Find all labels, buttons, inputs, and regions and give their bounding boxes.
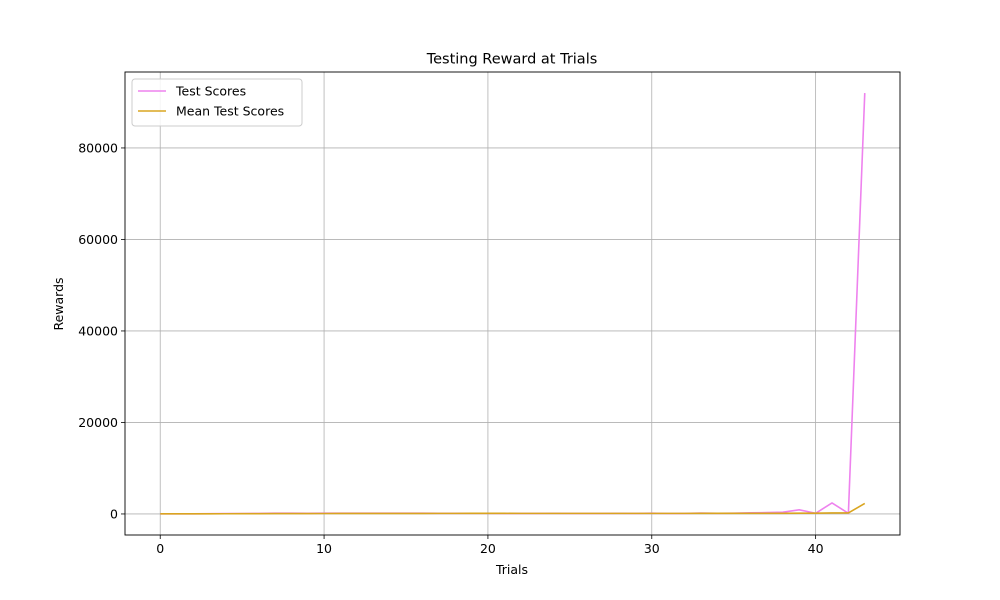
y-axis-label: Rewards [51,277,66,330]
mean-test-scores-line [160,502,866,515]
legend-box [131,78,303,127]
series-layer [160,93,866,515]
test-scores-line [160,93,866,515]
y-tick-label: 80000 [78,140,118,155]
x-tick-label: 30 [644,541,660,556]
grid-lines [125,72,900,535]
x-tick-label: 10 [316,541,332,556]
y-tick-label: 40000 [78,323,118,338]
x-tick-label: 40 [808,541,824,556]
legend-label-test-scores: Test Scores [175,84,246,99]
y-tick-label: 60000 [78,232,118,247]
legend-label-mean-test-scores: Mean Test Scores [176,104,284,119]
plot-area-frame [124,71,901,536]
legend: Test Scores Mean Test Scores [131,78,303,127]
y-tick-label: 0 [110,506,118,521]
axis-ticks: 0 10 20 30 40 0 20000 40000 60000 80000 [78,140,823,556]
x-tick-label: 20 [480,541,496,556]
x-axis-label: Trials [495,562,528,577]
y-tick-label: 20000 [78,415,118,430]
x-tick-label: 0 [156,541,164,556]
chart-title: Testing Reward at Trials [426,52,598,68]
